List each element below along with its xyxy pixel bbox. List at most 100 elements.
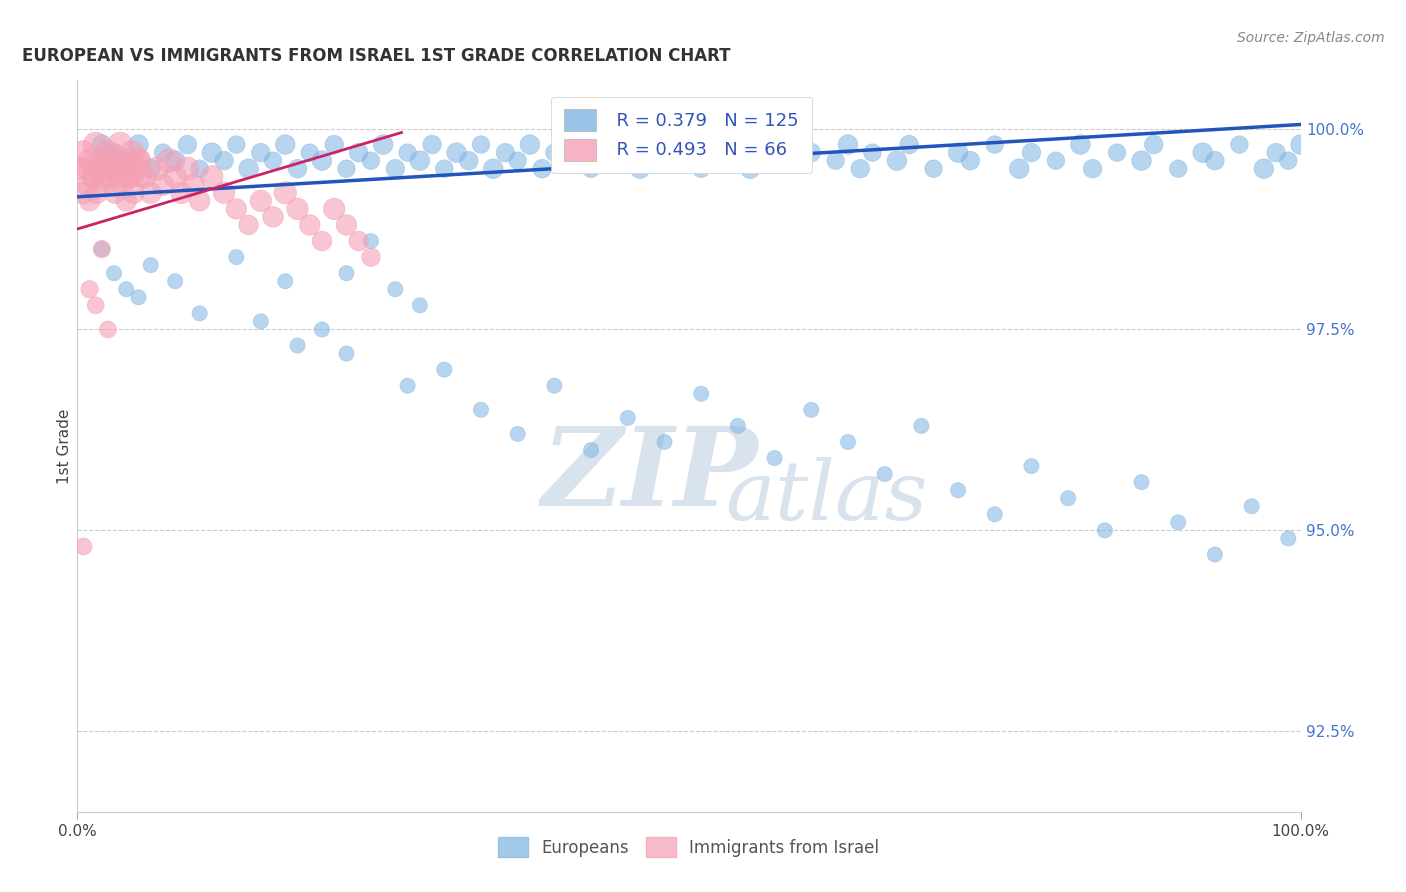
Point <box>384 282 406 296</box>
Point <box>396 145 419 160</box>
Point <box>103 145 125 160</box>
Point <box>90 242 112 256</box>
Point <box>862 145 884 160</box>
Point <box>115 153 138 168</box>
Point <box>90 153 112 168</box>
Point <box>1265 145 1288 160</box>
Point <box>122 186 145 200</box>
Point <box>97 322 120 336</box>
Point <box>1045 153 1067 168</box>
Point <box>170 186 193 200</box>
Point <box>1130 153 1153 168</box>
Text: Source: ZipAtlas.com: Source: ZipAtlas.com <box>1237 31 1385 45</box>
Point <box>165 274 187 288</box>
Point <box>146 161 169 176</box>
Point <box>323 202 346 216</box>
Point <box>506 426 529 441</box>
Point <box>654 434 676 449</box>
Point <box>103 266 125 280</box>
Point <box>250 194 273 208</box>
Point <box>311 153 333 168</box>
Point <box>212 186 235 200</box>
Point <box>800 402 823 417</box>
Point <box>1107 145 1129 160</box>
Point <box>519 137 541 152</box>
Point <box>1130 475 1153 490</box>
Point <box>115 282 138 296</box>
Point <box>1191 145 1213 160</box>
Point <box>311 322 333 336</box>
Point <box>112 161 135 176</box>
Point <box>628 161 651 176</box>
Point <box>470 402 492 417</box>
Point <box>360 153 382 168</box>
Point <box>129 169 152 184</box>
Point <box>592 145 614 160</box>
Text: EUROPEAN VS IMMIGRANTS FROM ISRAEL 1ST GRADE CORRELATION CHART: EUROPEAN VS IMMIGRANTS FROM ISRAEL 1ST G… <box>22 47 731 65</box>
Point <box>79 194 101 208</box>
Point <box>118 169 141 184</box>
Point <box>128 153 150 168</box>
Point <box>531 161 554 176</box>
Point <box>97 145 120 160</box>
Point <box>262 210 284 224</box>
Point <box>79 153 101 168</box>
Point <box>323 137 346 152</box>
Point <box>108 161 131 176</box>
Point <box>107 169 129 184</box>
Point <box>183 178 205 192</box>
Point <box>201 169 224 184</box>
Point <box>82 169 104 184</box>
Point <box>347 234 370 248</box>
Point <box>72 540 94 554</box>
Point <box>225 202 247 216</box>
Point <box>457 153 479 168</box>
Point <box>76 161 98 176</box>
Point <box>76 178 98 192</box>
Point <box>543 145 565 160</box>
Point <box>690 161 713 176</box>
Point <box>335 161 357 176</box>
Point <box>714 153 737 168</box>
Point <box>274 186 297 200</box>
Point <box>84 137 107 152</box>
Point <box>641 145 664 160</box>
Point <box>617 137 640 152</box>
Point <box>104 186 127 200</box>
Point <box>79 282 101 296</box>
Point <box>506 153 529 168</box>
Point <box>298 218 321 232</box>
Point <box>555 153 578 168</box>
Point <box>568 137 591 152</box>
Point <box>1289 137 1312 152</box>
Point <box>776 137 799 152</box>
Point <box>910 418 932 433</box>
Point <box>1204 548 1226 562</box>
Point <box>409 153 432 168</box>
Point <box>89 161 111 176</box>
Y-axis label: 1st Grade: 1st Grade <box>56 409 72 483</box>
Point <box>121 145 143 160</box>
Point <box>579 443 602 458</box>
Point <box>90 161 112 176</box>
Point <box>93 178 115 192</box>
Point <box>1204 153 1226 168</box>
Point <box>108 137 131 152</box>
Point <box>274 274 297 288</box>
Point <box>139 161 162 176</box>
Point <box>86 186 108 200</box>
Point <box>433 362 456 376</box>
Point <box>873 467 896 482</box>
Point <box>225 250 247 264</box>
Point <box>250 145 273 160</box>
Point <box>250 314 273 328</box>
Point <box>152 178 174 192</box>
Point <box>360 234 382 248</box>
Point <box>311 234 333 248</box>
Point <box>605 153 627 168</box>
Point <box>837 137 859 152</box>
Point <box>751 145 773 160</box>
Point <box>495 145 517 160</box>
Point <box>80 169 103 184</box>
Point <box>262 153 284 168</box>
